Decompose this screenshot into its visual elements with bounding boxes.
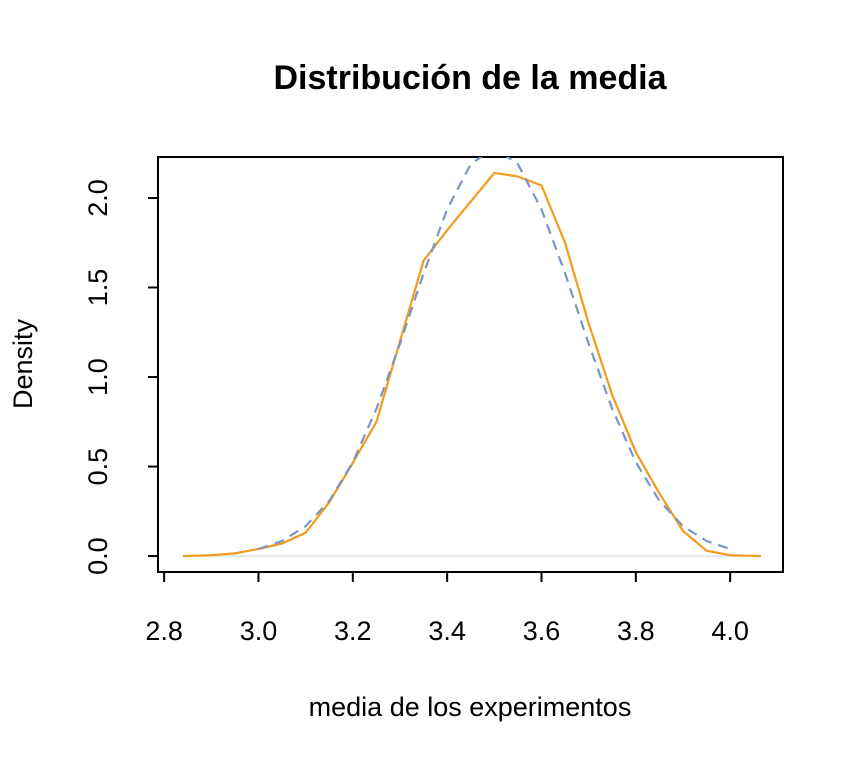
density-line [182,171,761,558]
x-tick-label: 3.4 [428,616,466,646]
plot-frame [157,156,784,573]
x-tick-label: 3.2 [334,616,372,646]
y-tick-label: 1.0 [83,358,113,396]
y-tick-label: 0.5 [83,448,113,486]
y-axis-title: Density [8,318,38,409]
x-tick-label: 4.0 [711,616,749,646]
y-tick-label: 0.0 [83,537,113,575]
x-axis-title: media de los experimentos [309,692,632,722]
plot-area [182,157,761,558]
y-tick-label: 1.5 [83,269,113,307]
chart-title: Distribución de la media [274,59,668,97]
x-tick-label: 2.8 [145,616,183,646]
y-tick-label: 2.0 [83,179,113,217]
density-line [258,157,731,551]
x-tick-label: 3.8 [617,616,655,646]
x-tick-label: 3.0 [240,616,278,646]
x-tick-label: 3.6 [523,616,561,646]
